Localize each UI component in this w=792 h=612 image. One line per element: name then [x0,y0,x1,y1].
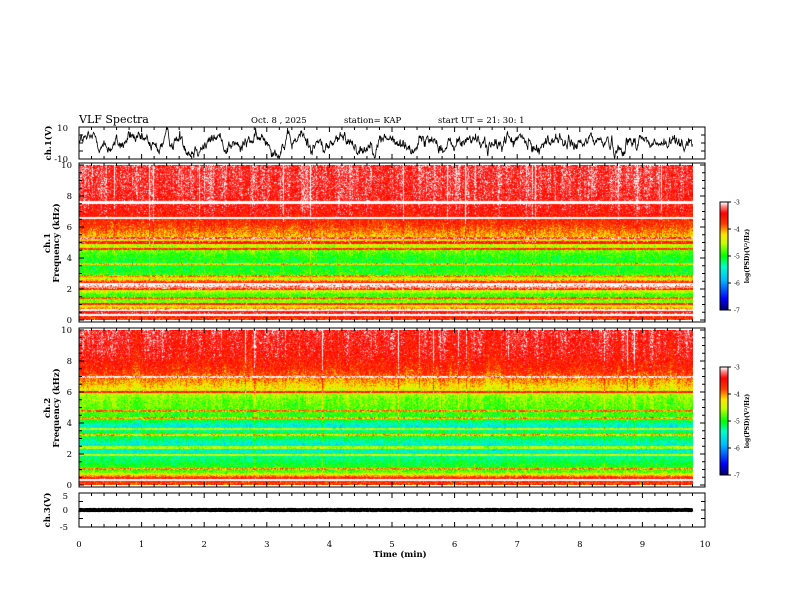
ch1-colorbar-tick-label: -7 [734,308,740,315]
x-axis-tick-label: 6 [452,540,457,550]
ch2-spectrogram-ytick-label: 2 [67,450,72,460]
x-axis-tick-label: 0 [76,540,81,550]
ch3-ytick-top: 5 [63,492,68,502]
ch2-colorbar-tick-label: -7 [734,473,740,480]
x-axis-tick-label: 9 [640,540,645,550]
ch1-ytick-bottom: -10 [54,155,68,165]
ch1-spectrogram-ytick-label: 2 [67,285,72,295]
ch1-colorbar-tick-label: -4 [734,227,740,234]
x-axis-tick-labels: 0 1 2 3 4 5 6 7 8 9 10 [76,540,710,550]
ch3-ytick-bottom: -5 [60,523,68,533]
ch3-waveform-panel: 5 0 -5 ch.3(V) 0 1 2 3 4 5 6 7 8 9 10 Time (min) [42,492,710,560]
ch2-colorbar-tick-label: -6 [734,446,740,453]
ch1-spectrogram-ytick-label: 0 [67,316,72,326]
ch1-spectrogram-xticks [78,163,706,322]
ch2-spectrogram-ytick-label: 4 [67,419,72,429]
ch1-colorbar [720,202,728,310]
station-label: station= KAP [344,116,402,126]
ch2-spectrogram-ytick-label: 0 [67,481,72,491]
ch1-spectrogram-ytick-label: 4 [67,254,72,264]
ch1-spectrogram-image [79,165,693,320]
ch2-spectrogram-yticks: 0 2 4 6 8 10 [61,326,705,491]
ch2-colorbar [720,367,728,475]
ch2-spectrogram-ytick-label: 6 [67,388,72,398]
ch1-spectrogram-ytick-label: 10 [61,161,72,171]
ch2-spectrogram-ylabel: ch.2 [43,398,53,418]
ch2-colorbar-ticks: -3 -4 -5 -6 -7 [728,365,740,480]
ch2-spectrogram-ylabel-freq: Frequency (kHz) [51,368,62,447]
ch3-waveform-xticks [78,492,706,528]
ch1-spectrogram-ytick-label: 8 [67,192,72,202]
x-axis-tick-label: 4 [327,540,332,550]
x-axis-label: Time (min) [373,549,426,560]
ch3-ytick-mid: 0 [63,506,68,516]
x-axis-tick-label: 8 [577,540,582,550]
ch1-spectrogram-ylabel: ch.1 [43,233,53,253]
x-axis-tick-label: 1 [139,540,144,550]
ch2-colorbar-tick-label: -3 [734,365,740,372]
ch2-spectrogram-ytick-label: 8 [67,357,72,367]
ch2-spectrogram-image [79,330,693,485]
ch2-spectrogram-ytick-label: 10 [61,326,72,336]
ch1-colorbar-tick-label: -5 [734,254,740,261]
ch1-colorbar-tick-label: -6 [734,281,740,288]
ch1-colorbar-tick-label: -3 [734,200,740,207]
ch1-waveform-xticks [78,126,706,160]
x-axis-tick-label: 3 [264,540,269,550]
ch1-spectrogram-yticks: 0 2 4 6 8 10 [61,161,705,326]
x-axis-tick-label: 7 [514,540,519,550]
ch1-colorbar-label: log(PSD)(V²/Hz) [744,229,751,284]
ch1-spectrogram-ytick-label: 6 [67,223,72,233]
ch3-waveform-trace [78,507,694,513]
ch2-spectrogram-xticks [78,328,706,487]
date-label: Oct. 8 , 2025 [251,116,307,126]
ch2-colorbar-label: log(PSD)(V²/Hz) [744,394,751,449]
ch1-waveform-panel: 10 -10 ch.1(V) [43,124,706,165]
x-axis-tick-label: 10 [700,540,711,550]
ch1-waveform-ylabel: ch.1(V) [43,126,54,161]
chart-title: VLF Spectra [78,113,149,126]
ch2-colorbar-tick-label: -4 [734,392,740,399]
ch1-colorbar-ticks: -3 -4 -5 -6 -7 [728,200,740,315]
ch3-waveform-ylabel: ch.3(V) [42,493,53,528]
ch1-spectrogram-ylabel-freq: Frequency (kHz) [51,203,62,282]
x-axis-tick-label: 5 [389,540,394,550]
ch2-colorbar-tick-label: -5 [734,419,740,426]
start-time-label: start UT = 21: 30: 1 [438,116,525,126]
ch1-ytick-top: 10 [57,124,68,134]
x-axis-tick-label: 2 [201,540,206,550]
ch1-waveform-trace [78,126,693,160]
